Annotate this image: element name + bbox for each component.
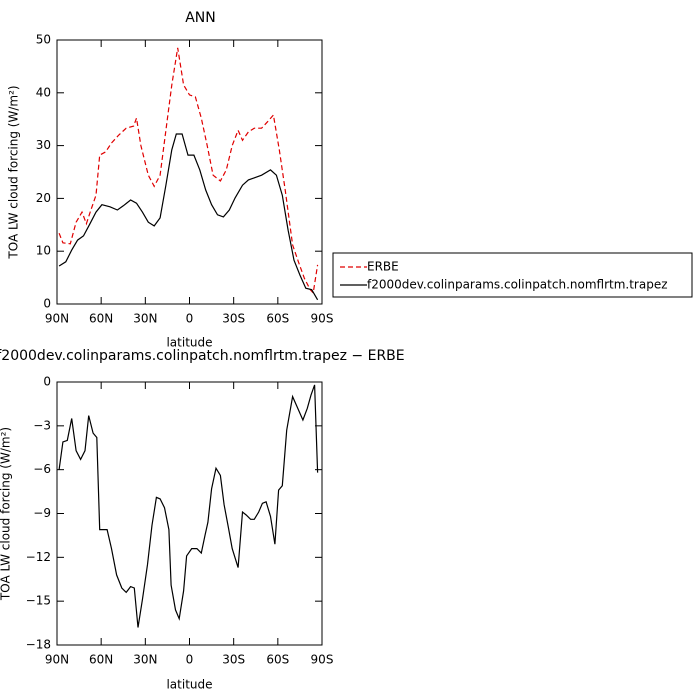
x-tick-label: 90N bbox=[45, 312, 69, 326]
x-tick-label: 0 bbox=[186, 653, 194, 667]
y-tick-label: −6 bbox=[33, 462, 51, 476]
chart-title: f2000dev.colinparams.colinpatch.nomflrtm… bbox=[0, 348, 405, 364]
plot-frame bbox=[56, 39, 323, 305]
data-line bbox=[58, 133, 319, 301]
y-tick-label: 10 bbox=[36, 244, 51, 258]
y-axis-label: TOA LW cloud forcing (W/m²) bbox=[7, 85, 21, 259]
data-line bbox=[58, 47, 319, 295]
chart-title: ANN bbox=[185, 10, 216, 26]
y-tick-label: 20 bbox=[36, 191, 51, 205]
plot-frame bbox=[56, 381, 323, 646]
x-tick-label: 60N bbox=[89, 653, 113, 667]
x-axis-label: latitude bbox=[166, 336, 212, 350]
y-tick-label: 0 bbox=[43, 375, 51, 389]
x-tick-label: 90N bbox=[45, 653, 69, 667]
y-tick-label: −18 bbox=[26, 638, 51, 652]
legend-label: ERBE bbox=[367, 260, 399, 274]
y-tick-label: −3 bbox=[33, 418, 51, 432]
data-line bbox=[58, 384, 319, 628]
y-axis-label: TOA LW cloud forcing (W/m²) bbox=[0, 427, 13, 601]
y-tick-label: −12 bbox=[26, 550, 51, 564]
x-tick-label: 0 bbox=[186, 312, 194, 326]
legend-box bbox=[332, 252, 693, 298]
x-tick-label: 30S bbox=[222, 312, 245, 326]
x-tick-label: 60S bbox=[266, 312, 289, 326]
x-tick-label: 30S bbox=[222, 653, 245, 667]
y-tick-label: 30 bbox=[36, 138, 51, 152]
y-tick-label: −15 bbox=[26, 594, 51, 608]
y-tick-label: −9 bbox=[33, 506, 51, 520]
x-tick-label: 90S bbox=[311, 653, 334, 667]
y-tick-label: 0 bbox=[43, 297, 51, 311]
y-tick-label: 40 bbox=[36, 85, 51, 99]
x-tick-label: 60N bbox=[89, 312, 113, 326]
y-tick-label: 50 bbox=[36, 33, 51, 47]
x-tick-label: 60S bbox=[266, 653, 289, 667]
x-tick-label: 30N bbox=[133, 312, 157, 326]
legend-label: f2000dev.colinparams.colinpatch.nomflrtm… bbox=[367, 278, 668, 292]
x-axis-label: latitude bbox=[166, 678, 212, 692]
x-tick-label: 90S bbox=[311, 312, 334, 326]
x-tick-label: 30N bbox=[133, 653, 157, 667]
